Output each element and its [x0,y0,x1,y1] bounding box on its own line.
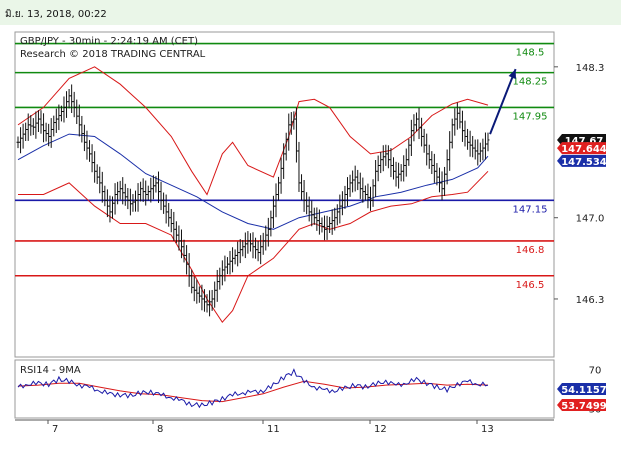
x-tick-label: 7 [52,424,58,435]
level-label-1: 148.25 [513,77,548,88]
rsi-panel [14,359,555,419]
main-panel [14,31,555,358]
level-label-4: 146.8 [516,245,545,256]
price-tag-label: 147.67 [565,136,604,147]
rsi-tag-label: 54.1157 [561,385,607,396]
x-tick-label: 11 [267,424,280,435]
level-label-5: 146.5 [516,280,545,291]
rsi-ma-line [17,380,489,403]
level-label-3: 147.15 [513,204,548,215]
rsi-tag-bg [557,383,606,395]
x-tick-label: 8 [157,424,163,435]
chart-subtitle: Research © 2018 TRADING CENTRAL [20,49,206,60]
lower-band-line [18,170,489,324]
projection-arrow [489,68,517,135]
y-tick-label: 147.0 [576,214,605,225]
x-tick-label: 12 [374,424,387,435]
rsi-line [17,368,489,409]
projection-line [489,68,517,135]
top-bar: มิ.ย. 13, 2018, 00:22 [0,0,621,25]
moving-average-line [17,133,489,230]
x-tick-label: 13 [481,424,494,435]
level-label-2: 147.95 [513,111,548,122]
rsi-tag-bg [557,399,606,411]
rsi-tick-label: 70 [589,366,602,377]
price-tag-bg [557,142,606,155]
price-tag-bg [557,154,606,167]
y-tick-label: 148.3 [576,63,605,74]
price-tag-label: 147.644 [561,144,607,155]
datetime-stamp: มิ.ย. 13, 2018, 00:22 [5,9,107,20]
projection-arrowhead [508,69,517,79]
y-tick-label: 146.3 [576,295,605,306]
axes: 148.3 147.0 146.3 7 8 11 12 13 [47,63,605,435]
chart-title: GBP/JPY - 30min - 2:24:19 AM (CET) [20,36,198,47]
price-series [16,84,490,317]
price-tag-label: 147.534 [561,157,607,168]
rsi-title: RSI14 - 9MA [20,365,81,376]
level-label-0: 148.5 [516,48,545,59]
rsi-tag-label: 53.7499 [561,401,607,412]
